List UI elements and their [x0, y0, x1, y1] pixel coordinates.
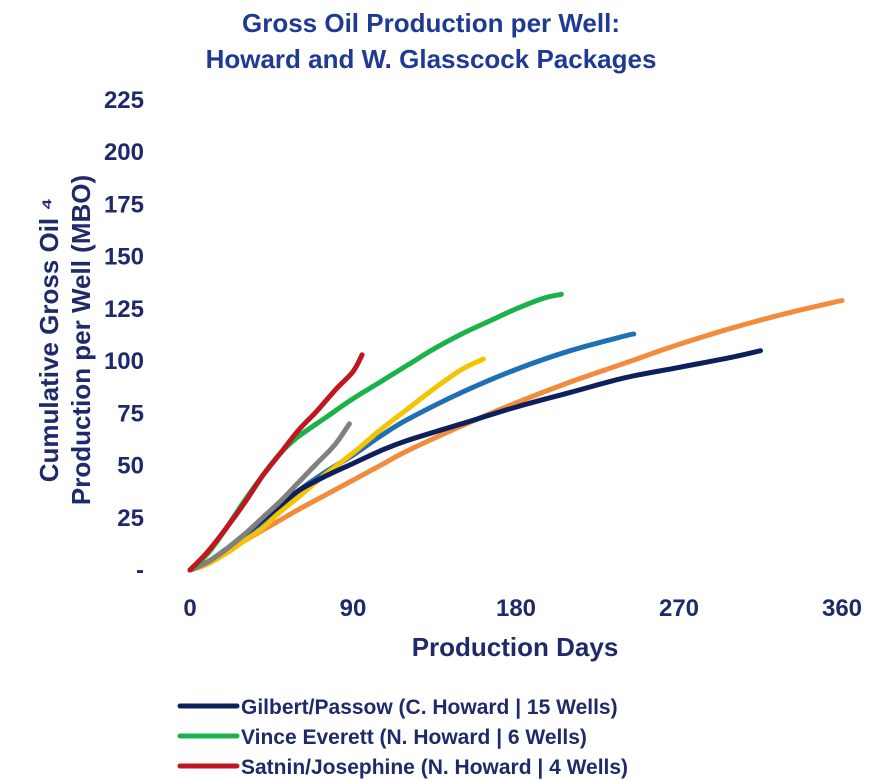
y-tick-label: 100 [104, 348, 144, 375]
x-tick-label: 360 [822, 595, 862, 622]
x-axis-ticks: 0 90 180 270 360 [183, 595, 862, 622]
y-tick-label: 175 [104, 191, 144, 218]
x-tick-label: 90 [340, 595, 367, 622]
y-tick-label: 150 [104, 244, 144, 271]
x-axis-title: Production Days [412, 632, 619, 662]
chart-title-line-2: Howard and W. Glasscock Packages [206, 44, 657, 74]
series-line-6 [187, 298, 845, 573]
legend-label-2: Satnin/Josephine (N. Howard | 4 Wells) [241, 756, 628, 779]
y-axis-ticks: - 25 50 75 100 125 150 175 200 225 [104, 87, 144, 584]
y-tick-label: - [136, 557, 144, 584]
y-axis-title: Cumulative Gross Oil ⁴ Production per We… [34, 175, 96, 505]
x-tick-label: 0 [183, 595, 196, 622]
legend-label-1: Vince Everett (N. Howard | 6 Wells) [241, 726, 587, 749]
y-tick-label: 225 [104, 87, 144, 114]
y-tick-label: 50 [117, 453, 144, 480]
series-line-3 [187, 421, 352, 573]
y-axis-title-line-2: Production per Well (MBO) [66, 175, 96, 505]
y-axis-title-line-1: Cumulative Gross Oil ⁴ [34, 198, 64, 483]
x-tick-label: 180 [496, 595, 536, 622]
series-line-2 [187, 352, 365, 573]
y-tick-label: 200 [104, 139, 144, 166]
legend-label-0: Gilbert/Passow (C. Howard | 15 Wells) [241, 696, 618, 719]
y-tick-label: 125 [104, 296, 144, 323]
legend: Gilbert/Passow (C. Howard | 15 Wells) Vin… [177, 696, 628, 779]
chart-title-line-1: Gross Oil Production per Well: [242, 8, 620, 38]
y-tick-label: 75 [117, 400, 144, 427]
y-tick-label: 25 [117, 505, 144, 532]
series-lines [187, 291, 845, 573]
x-tick-label: 270 [659, 595, 699, 622]
